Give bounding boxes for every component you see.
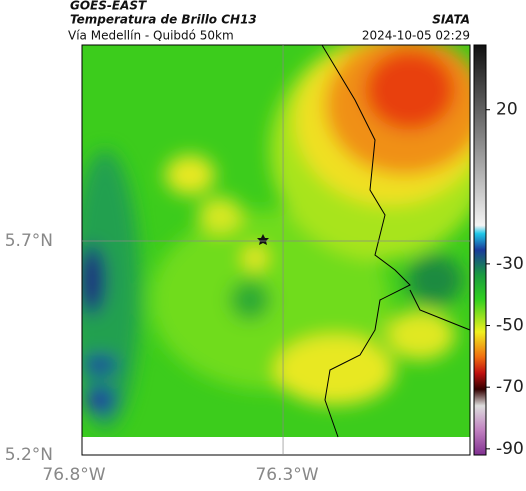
location-marker (257, 234, 269, 245)
y-tick-label: 5.7°N (5, 231, 53, 251)
colorbar (473, 44, 487, 456)
colorbar-label: -90 (496, 439, 524, 459)
colorbar-label: -50 (496, 316, 524, 336)
border (321, 44, 411, 438)
colorbar-label: -70 (496, 377, 524, 397)
satellite: GOES-EAST (70, 0, 147, 13)
map-frame (81, 44, 471, 456)
product: Temperatura de Brillo CH13 (70, 13, 257, 27)
x-tick-label: 76.8°W (42, 465, 105, 485)
datetime: 2024-10-05 02:29 (362, 29, 470, 43)
border (409, 289, 471, 331)
y-tick-label: 5.2°N (5, 445, 53, 465)
colorbar-label: -30 (496, 254, 524, 274)
colorbar-label: 20 (496, 100, 518, 120)
source: SIATA (432, 13, 470, 27)
x-tick-label: 76.3°W (255, 465, 318, 485)
region: Vía Medellín - Quibdó 50km (68, 29, 234, 43)
imagery (82, 45, 470, 437)
